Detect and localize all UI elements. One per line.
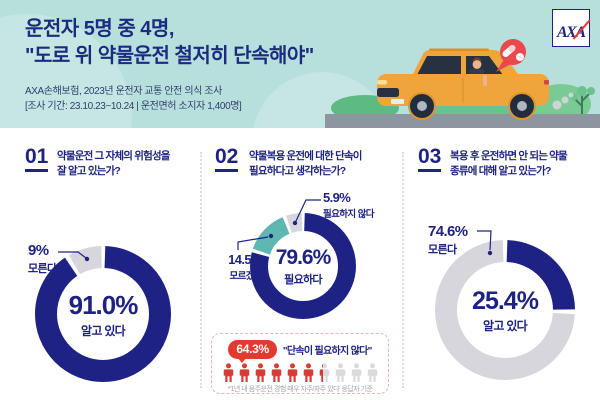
callout-3-unaware: 74.6% 모른다 [428,223,468,256]
subtitle-line-2: [조사 기간: 23.10.23~10.24 | 운전면허 소지자 1,400명… [25,101,242,112]
car-illustration [325,39,600,128]
person-icon [302,363,315,382]
callout-2-unsure: 14.5% 모르겠다 [228,252,262,282]
header: 운전자 5명 중 4명, "도로 위 약물운전 철저히 단속해야" AXA손해보… [0,0,600,128]
person-icon [222,363,235,382]
donut-1-label: 알고 있다 [81,323,126,338]
donut-2-value: 79.6% [275,245,332,269]
axa-logo-text: AXA [557,24,586,41]
footnote: *'1년 내 음주운전 경험 매우 자주/자주 있다' 응답자 기준 [227,386,373,393]
donut-1-value: 91.0% [68,289,139,320]
donut-3-label: 알고 있다 [483,318,528,333]
driver-arm [483,75,487,86]
page-title: 운전자 5명 중 4명, "도로 위 약물운전 철저히 단속해야" [25,16,314,70]
callout-2-not-needed: 5.9% 필요하지 않다 [323,190,374,220]
callout-1-unaware: 9% 모른다 [28,242,57,275]
highlight-badge: 64.3% [228,340,277,363]
highlight-quote: "단속이 필요하지 않다" [282,346,372,357]
column-divider [402,152,404,388]
section-3-number: 03 [418,146,442,172]
person-icon [334,363,347,382]
pills-speech-bubble-icon [496,39,526,72]
column-divider [200,152,202,388]
person-icon [270,363,283,382]
axa-logo: AXA [552,9,591,47]
section-2-number: 02 [215,146,239,172]
person-icon [238,363,251,382]
donut-3-value: 25.4% [472,286,539,315]
car [377,48,549,120]
badge-tail [237,357,248,363]
title-line-1: 운전자 5명 중 4명, [25,18,174,40]
section-1-question: 약물운전 그 자체의 위험성을 잘 알고 있는가? [57,150,170,177]
small-tree-icon [574,92,591,114]
grille [377,88,399,97]
headlight [377,80,387,85]
person-icon [286,363,299,382]
person-icon [350,363,363,382]
person-icon [254,363,267,382]
license-plate [391,99,404,104]
section-2-question: 약물복용 운전에 대한 단속이 필요하다고 생각하는가? [249,150,362,177]
section-3-question: 복용 후 운전하면 안 되는 약물 종류에 대해 알고 있는가? [450,150,568,177]
title-line-2: "도로 위 약물운전 철저히 단속해야" [25,45,314,67]
survey-subtitle: AXA손해보험, 2023년 운전자 교통 안전 의식 조사 [조사 기간: 2… [25,84,242,114]
road [325,114,600,128]
subtitle-line-1: AXA손해보험, 2023년 운전자 교통 안전 의식 조사 [25,86,222,97]
highlight-box: 64.3% "단속이 필요하지 않다" *'1년 내 음주운전 경험 매우 자주… [211,333,389,394]
donut-chart-risk-awareness: 91.0% 알고 있다 [35,246,171,382]
donut-chart-crackdown-need: 79.6% 필요하다 [250,213,356,319]
person-icons-row [218,363,382,382]
donut-2-label: 필요하다 [284,273,322,286]
donut-chart-drug-knowledge: 25.4% 알고 있다 [435,240,575,380]
section-1-number: 01 [25,146,49,172]
taillight [544,80,549,85]
person-icon [366,363,379,382]
person-icon [318,363,331,382]
